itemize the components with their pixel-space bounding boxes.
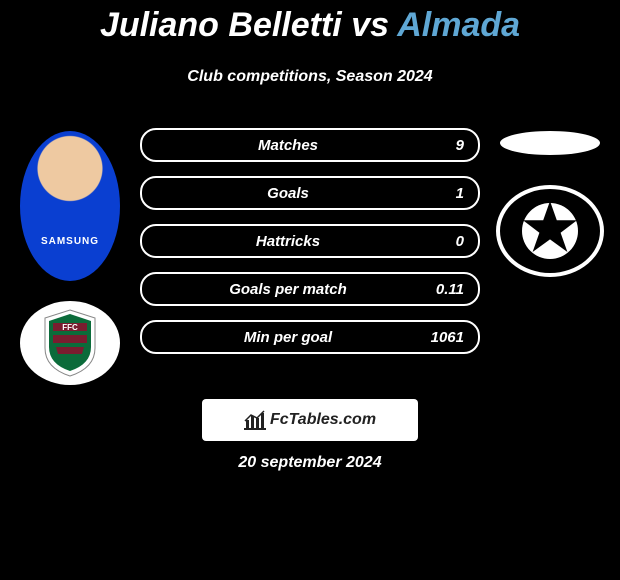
stat-value: 1 bbox=[420, 185, 464, 202]
stat-value: 0.11 bbox=[420, 281, 464, 298]
footer-site-text: FcTables.com bbox=[270, 411, 376, 429]
vs-text: vs bbox=[342, 6, 397, 44]
date-text: 20 september 2024 bbox=[0, 454, 620, 472]
chart-icon bbox=[244, 410, 266, 430]
player1-photo: SAMSUNG bbox=[20, 131, 120, 281]
svg-text:FFC: FFC bbox=[62, 323, 78, 332]
footer-badge[interactable]: FcTables.com bbox=[202, 399, 418, 441]
player2-photo bbox=[500, 131, 600, 155]
subtitle: Club competitions, Season 2024 bbox=[0, 68, 620, 86]
stat-row-mpg: Min per goal 1061 bbox=[140, 320, 480, 354]
player2-club-badge bbox=[496, 185, 604, 277]
player2-name: Almada bbox=[397, 6, 520, 44]
fluminense-badge-icon: FFC bbox=[40, 308, 100, 378]
right-column bbox=[490, 131, 610, 277]
stat-label: Goals bbox=[156, 185, 420, 202]
stat-value: 0 bbox=[420, 233, 464, 250]
player1-name: Juliano Belletti bbox=[100, 6, 342, 44]
player1-club-badge: FFC bbox=[20, 301, 120, 385]
stat-value: 1061 bbox=[420, 329, 464, 346]
stat-row-matches: Matches 9 bbox=[140, 128, 480, 162]
stat-label: Goals per match bbox=[156, 281, 420, 298]
stat-value: 9 bbox=[420, 137, 464, 154]
stat-label: Min per goal bbox=[156, 329, 420, 346]
stat-label: Hattricks bbox=[156, 233, 420, 250]
left-column: SAMSUNG FFC bbox=[10, 131, 130, 385]
stat-row-gpm: Goals per match 0.11 bbox=[140, 272, 480, 306]
player1-jersey-text: SAMSUNG bbox=[20, 236, 120, 247]
page-title: Juliano Belletti vs Almada bbox=[0, 6, 620, 45]
stat-label: Matches bbox=[156, 137, 420, 154]
stat-row-goals: Goals 1 bbox=[140, 176, 480, 210]
botafogo-badge-icon bbox=[514, 195, 586, 267]
stat-row-hattricks: Hattricks 0 bbox=[140, 224, 480, 258]
stats-panel: Matches 9 Goals 1 Hattricks 0 Goals per … bbox=[140, 128, 480, 368]
